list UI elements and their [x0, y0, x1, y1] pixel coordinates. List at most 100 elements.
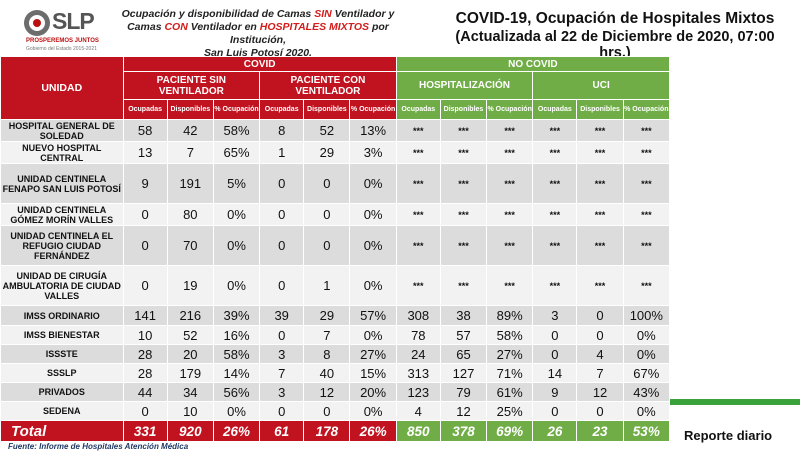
table-cell: 0: [303, 163, 351, 204]
table-cell: 25%: [486, 401, 534, 421]
table-cell: 0: [303, 203, 351, 226]
total-cell: 920: [166, 420, 214, 442]
title-line1: COVID-19, Ocupación de Hospitales Mixtos: [455, 10, 775, 27]
table-cell: 0: [259, 203, 305, 226]
table-cell: 5%: [212, 163, 261, 204]
total-cell: 69%: [486, 420, 534, 442]
table-cell: 29: [303, 305, 351, 326]
table-cell: 0%: [622, 325, 671, 345]
unit-name: UNIDAD CENTINELA GÓMEZ MORÍN VALLES: [0, 203, 124, 226]
table-cell: 24: [395, 344, 441, 364]
subtitle-con: CON: [164, 21, 188, 33]
subtitle-text: Ocupación y disponibilidad de Camas: [121, 8, 315, 20]
table-cell: ***: [532, 203, 578, 226]
table-cell: 58%: [486, 325, 534, 345]
table-cell: ***: [395, 203, 441, 226]
total-cell: 53%: [622, 420, 671, 442]
table-cell: 19: [166, 265, 214, 306]
table-cell: 13: [122, 141, 168, 164]
table-cell: ***: [486, 265, 534, 306]
page-title: COVID-19, Ocupación de Hospitales Mixtos…: [440, 10, 790, 61]
subheader-disponibles: Disponibles: [576, 99, 624, 120]
table-cell: 0: [122, 401, 168, 421]
total-cell: 61: [259, 420, 305, 442]
table-cell: 58%: [212, 119, 261, 142]
table-cell: ***: [532, 119, 578, 142]
total-cell: 26%: [349, 420, 397, 442]
table-cell: ***: [486, 141, 534, 164]
table-cell: 0%: [349, 265, 397, 306]
table-cell: 27%: [349, 344, 397, 364]
table-cell: ***: [532, 141, 578, 164]
table-cell: ***: [622, 141, 671, 164]
table-cell: 65: [439, 344, 488, 364]
subheader-disponibles: Disponibles: [303, 99, 351, 120]
table-cell: 0: [303, 401, 351, 421]
table-cell: 191: [166, 163, 214, 204]
table-cell: 7: [166, 141, 214, 164]
table-cell: 10: [122, 325, 168, 345]
table-cell: 52: [166, 325, 214, 345]
unit-name: ISSSTE: [0, 344, 124, 364]
table-cell: 0: [122, 265, 168, 306]
slp-logo: SLP PROSPEREMOS JUNTOS Gobierno del Esta…: [22, 6, 112, 54]
subtitle: Ocupación y disponibilidad de Camas SIN …: [108, 8, 408, 60]
subheader-pct: % Ocupación: [349, 99, 397, 120]
subheader-ocupadas: Ocupadas: [259, 99, 305, 120]
table-cell: 44: [122, 382, 168, 402]
table-cell: ***: [576, 225, 624, 266]
table-cell: ***: [532, 225, 578, 266]
table-cell: ***: [486, 225, 534, 266]
table-cell: 100%: [622, 305, 671, 326]
table-cell: 0: [532, 401, 578, 421]
unit-name: UNIDAD CENTINELA EL REFUGIO CIUDAD FERNÁ…: [0, 225, 124, 266]
table-cell: ***: [395, 141, 441, 164]
table-cell: 0: [259, 163, 305, 204]
header-no-covid: NO COVID: [395, 56, 671, 72]
subtitle-text: Ventilador en: [187, 21, 260, 33]
header-con-ventilador: PACIENTE CON VENTILADOR: [259, 71, 397, 100]
table-cell: ***: [395, 119, 441, 142]
header-unidad: UNIDAD: [0, 56, 124, 120]
table-cell: 52: [303, 119, 351, 142]
table-row: ISSSTE 28 20 58% 3 8 27% 24 65 27% 0 4 0%: [0, 344, 671, 364]
table-cell: ***: [439, 225, 488, 266]
slp-emblem-icon: [24, 10, 50, 36]
table-cell: 9: [532, 382, 578, 402]
table-cell: 7: [259, 363, 305, 383]
table-cell: 61%: [486, 382, 534, 402]
unit-name: NUEVO HOSPITAL CENTRAL: [0, 141, 124, 164]
unit-name: SEDENA: [0, 401, 124, 421]
table-cell: 12: [303, 382, 351, 402]
table-cell: 13%: [349, 119, 397, 142]
table-cell: 12: [439, 401, 488, 421]
table-cell: 7: [303, 325, 351, 345]
table-cell: ***: [395, 163, 441, 204]
table-cell: ***: [532, 163, 578, 204]
table-cell: 58%: [212, 344, 261, 364]
table-row: SEDENA 0 10 0% 0 0 0% 4 12 25% 0 0 0%: [0, 401, 671, 421]
unit-name: UNIDAD CENTINELA FENAPO SAN LUIS POTOSÍ: [0, 163, 124, 204]
table-cell: ***: [622, 265, 671, 306]
table-cell: 0%: [349, 225, 397, 266]
table-cell: ***: [532, 265, 578, 306]
table-cell: 0%: [212, 203, 261, 226]
logo-subtag: Gobierno del Estado 2015-2021: [26, 46, 97, 52]
total-cell: 23: [576, 420, 624, 442]
table-cell: 0: [303, 225, 351, 266]
table-cell: 38: [439, 305, 488, 326]
header-sin-ventilador: PACIENTE SIN VENTILADOR: [122, 71, 261, 100]
table-cell: ***: [576, 163, 624, 204]
table-cell: 0%: [212, 225, 261, 266]
green-accent-bar: [670, 399, 800, 405]
table-cell: 1: [259, 141, 305, 164]
table-cell: ***: [622, 119, 671, 142]
table-cell: ***: [622, 203, 671, 226]
table-cell: 20%: [349, 382, 397, 402]
table-cell: 39: [259, 305, 305, 326]
unit-name: IMSS ORDINARIO: [0, 305, 124, 326]
table-cell: 58: [122, 119, 168, 142]
table-cell: 14: [532, 363, 578, 383]
total-cell: 331: [122, 420, 168, 442]
table-cell: 67%: [622, 363, 671, 383]
